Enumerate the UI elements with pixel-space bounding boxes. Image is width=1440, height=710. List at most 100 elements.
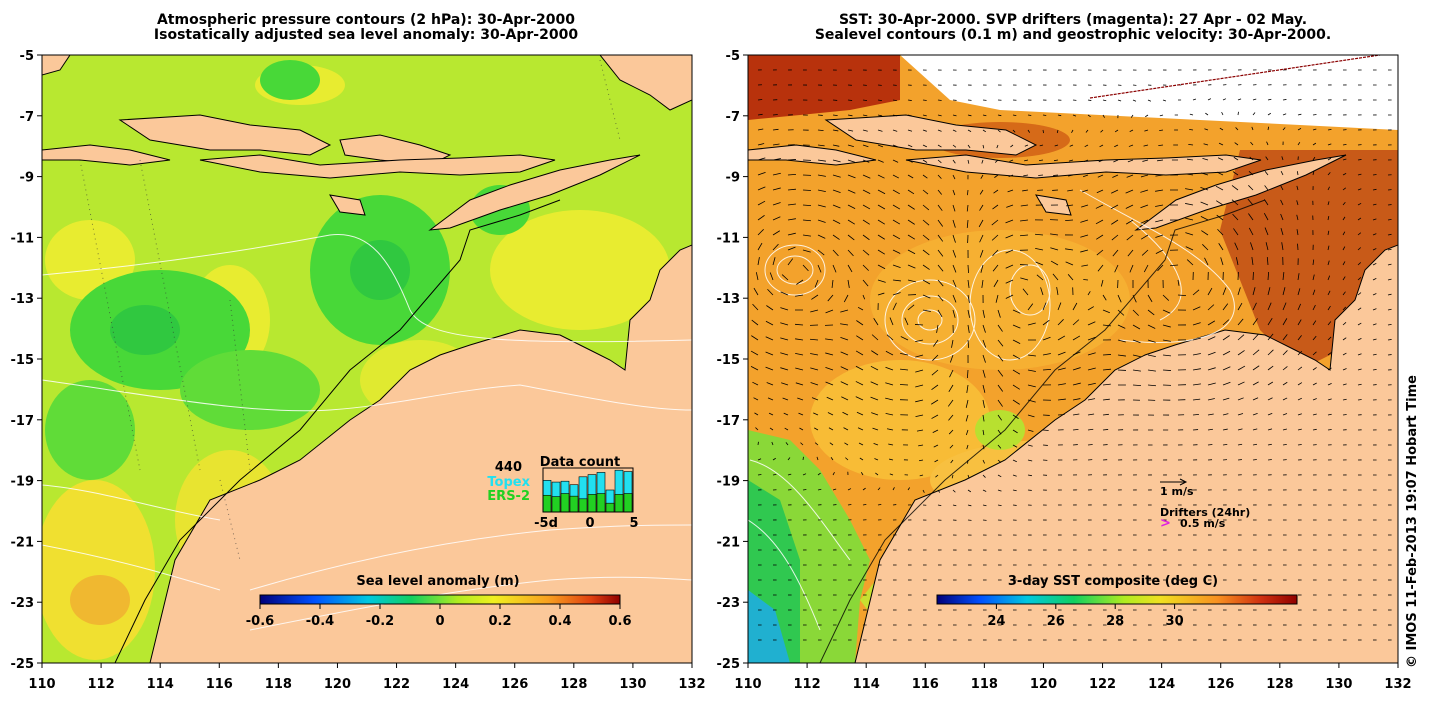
- velocity-arrow: [1147, 384, 1157, 387]
- velocity-arrow: [1235, 257, 1239, 266]
- velocity-arrow: [755, 272, 759, 281]
- ers-label: ERS-2: [487, 489, 530, 504]
- velocity-arrow: [1072, 302, 1078, 311]
- velocity-arrow: [1068, 159, 1074, 162]
- velocity-arrow: [907, 129, 913, 132]
- colorbar-tick-label: -0.6: [246, 614, 274, 629]
- velocity-arrow: [922, 309, 931, 312]
- velocity-arrow: [832, 264, 837, 273]
- velocity-arrow: [1327, 201, 1330, 206]
- velocity-arrow: [982, 414, 985, 422]
- velocity-arrow: [1357, 188, 1362, 191]
- drifter-arrow-glyph: >: [1160, 516, 1171, 531]
- colorbar-tick-label: 24: [987, 614, 1005, 629]
- velocity-arrow: [1042, 129, 1044, 134]
- latitude-tick-label: -11: [11, 231, 35, 246]
- velocity-arrow: [982, 489, 987, 492]
- velocity-arrow: [1220, 257, 1224, 266]
- velocity-arrow: [832, 129, 839, 132]
- velocity-arrow: [765, 366, 774, 371]
- velocity-arrow: [1125, 219, 1134, 225]
- drifters-label: Drifters (24hr): [1160, 506, 1250, 519]
- velocity-arrow: [1357, 322, 1362, 326]
- velocity-arrow: [810, 353, 819, 356]
- longitude-tick-label: 122: [1089, 677, 1116, 692]
- velocity-arrow: [1072, 367, 1081, 371]
- velocity-arrow: [1113, 159, 1119, 163]
- velocity-arrow: [772, 457, 776, 461]
- velocity-arrow: [1312, 351, 1317, 356]
- velocity-arrow: [753, 287, 759, 296]
- velocity-arrow: [1114, 144, 1119, 148]
- velocity-arrow: [843, 427, 849, 431]
- velocity-arrow: [1237, 318, 1244, 326]
- velocity-arrow: [937, 249, 944, 257]
- velocity-arrow: [847, 264, 853, 273]
- velocity-arrow: [1147, 324, 1156, 329]
- velocity-arrow: [1169, 264, 1179, 267]
- velocity-arrow: [1147, 354, 1156, 358]
- velocity-arrow: [1247, 198, 1254, 206]
- velocity-arrow: [1117, 354, 1126, 357]
- velocity-arrow: [1024, 144, 1029, 147]
- velocity-arrow: [1357, 173, 1362, 176]
- velocity-arrow: [892, 159, 899, 163]
- velocity-arrow: [1087, 367, 1096, 371]
- latitude-tick-label: -15: [717, 353, 741, 368]
- latitude-tick-label: -5: [726, 49, 740, 64]
- velocity-arrow: [1065, 261, 1074, 266]
- velocity-arrow: [907, 189, 915, 195]
- velocity-arrow: [1140, 204, 1149, 209]
- velocity-arrow: [967, 189, 969, 196]
- latitude-tick-label: -13: [717, 292, 741, 307]
- velocity-arrow: [1068, 174, 1074, 177]
- velocity-arrow: [1204, 128, 1209, 131]
- velocity-arrow: [862, 234, 870, 241]
- velocity-arrow: [1312, 304, 1316, 311]
- island: [199, 154, 556, 179]
- velocity-arrow: [1127, 159, 1134, 163]
- velocity-arrow: [1327, 290, 1331, 296]
- velocity-arrow: [1342, 414, 1347, 416]
- velocity-arrow: [769, 272, 774, 281]
- sla-patch: [70, 575, 130, 625]
- velocity-arrow: [997, 129, 1001, 133]
- velocity-arrow: [1387, 339, 1392, 341]
- velocity-arrow: [1012, 324, 1021, 329]
- velocity-arrow: [993, 279, 999, 288]
- latitude-tick-label: -21: [717, 535, 741, 550]
- sla-map: [42, 55, 692, 663]
- velocity-arrow: [1027, 429, 1034, 432]
- velocity-arrow: [1312, 156, 1316, 161]
- velocity-arrow: [877, 487, 881, 491]
- velocity-arrow: [847, 219, 856, 225]
- velocity-arrow: [1282, 350, 1288, 356]
- velocity-arrow: [1237, 302, 1243, 311]
- velocity-arrow: [1005, 249, 1014, 254]
- velocity-arrow: [757, 458, 762, 461]
- velocity-arrow: [817, 234, 826, 239]
- velocity-arrow: [1342, 398, 1347, 401]
- velocity-arrow: [947, 399, 954, 407]
- velocity-arrow: [1232, 171, 1239, 176]
- velocity-arrow: [1296, 171, 1299, 176]
- velocity-arrow: [811, 397, 819, 401]
- velocity-arrow: [952, 504, 957, 507]
- data-count-xtick: 5: [629, 516, 638, 531]
- sla-patch: [350, 240, 410, 300]
- velocity-arrow: [1192, 383, 1201, 386]
- velocity-arrow: [1281, 156, 1284, 161]
- velocity-arrow: [802, 264, 809, 272]
- velocity-arrow: [1010, 144, 1014, 148]
- velocity-arrow: [843, 294, 849, 303]
- velocity-arrow: [772, 216, 781, 221]
- velocity-arrow: [1218, 243, 1224, 251]
- sla-patch: [490, 210, 670, 330]
- velocity-arrow: [965, 414, 969, 422]
- sst-patch: [975, 410, 1025, 450]
- velocity-arrow: [1200, 216, 1209, 221]
- velocity-arrow: [1282, 127, 1286, 131]
- velocity-arrow: [847, 204, 856, 210]
- velocity-arrow: [885, 350, 894, 356]
- velocity-arrow: [1095, 204, 1104, 209]
